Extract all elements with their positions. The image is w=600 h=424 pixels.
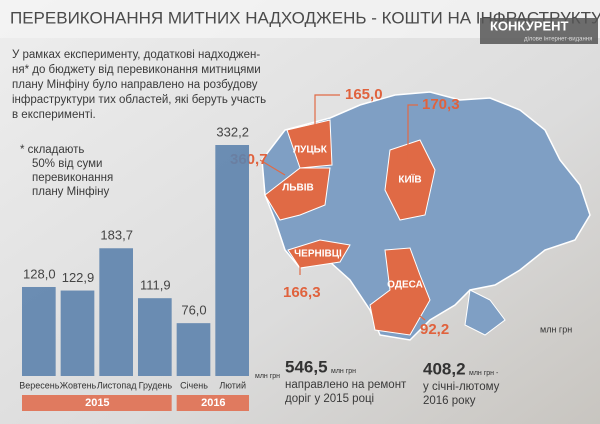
intro-line: У рамках експерименту, додаткові надходж…: [12, 49, 260, 61]
year-label: 2016: [201, 397, 225, 409]
bar: [215, 145, 249, 376]
value-label: 76,0: [181, 303, 206, 318]
intro: У рамках експерименту, додаткові надходж…: [12, 49, 266, 121]
total-unit: млн грн -: [469, 370, 499, 377]
brand: КОНКУРЕНТ: [490, 18, 569, 33]
total-text: доріг у 2015 році: [285, 393, 374, 405]
title: ПЕРЕВИКОНАННЯ МИТНИХ НАДХОДЖЕНЬ - КОШТИ …: [10, 8, 600, 27]
value-label: 111,9: [140, 278, 171, 293]
footnote-line: 50% від суми: [32, 158, 102, 170]
value-label: 122,9: [62, 270, 95, 285]
total-text: 2016 року: [423, 395, 476, 407]
region-lviv: [264, 167, 331, 221]
x-tick-label: Лютий: [219, 380, 246, 390]
year-strip: [22, 395, 172, 411]
x-tick-label: Листопад: [97, 380, 137, 390]
total-value: 408,2: [423, 359, 466, 378]
region-volyn: [286, 119, 333, 169]
crimea: [464, 289, 506, 336]
bar: [99, 248, 133, 376]
region-name: ЛУЦЬК: [293, 145, 328, 156]
total-text: направлено на ремонт: [285, 379, 407, 391]
region-name: ОДЕСА: [387, 280, 423, 291]
x-tick-label: Жовтень: [60, 380, 97, 390]
map-unit: млн грн: [540, 324, 572, 334]
footnote-line: плану Мінфіну: [32, 186, 109, 198]
bar: [176, 323, 211, 376]
bar: [22, 286, 56, 376]
footnote-line: * складають: [20, 144, 84, 156]
intro-line: ня* до бюджету від перевиконання митниця…: [12, 64, 261, 76]
unit-label: млн грн: [255, 373, 280, 380]
region-value: 92,2: [420, 321, 449, 338]
region-value: 165,0: [345, 86, 383, 103]
intro-line: інфраструктури тих областей, які беруть …: [12, 94, 266, 106]
year-label: 2015: [85, 397, 109, 409]
total-value: 546,5: [285, 357, 328, 376]
region-name: ЛЬВІВ: [282, 183, 313, 194]
intro-line: в експерименті.: [12, 109, 96, 121]
x-tick-label: Січень: [180, 380, 208, 390]
x-tick-label: Вересень: [19, 380, 59, 390]
value-label: 183,7: [100, 228, 133, 243]
region-value: 166,3: [283, 284, 321, 301]
brand-box: [480, 18, 598, 44]
region-odesa: [369, 247, 431, 336]
value-label: 128,0: [23, 266, 56, 281]
intro-line: плану Мінфіну було направлено на розбудо…: [12, 79, 258, 91]
region-name: КИЇВ: [398, 173, 421, 186]
bar: [60, 290, 95, 376]
region-chernivtsi: [287, 239, 351, 269]
footnote-line: перевиконання: [32, 172, 113, 184]
brand-sub: ділове інтернет-видання: [524, 37, 592, 43]
year-strip: [176, 395, 249, 411]
total-text: у січні-лютому: [423, 381, 500, 393]
region-kyiv: [384, 139, 436, 221]
region-name: ЧЕРНІВЦІ: [294, 249, 342, 260]
footnote: * складають 50% від суми перевиконання план…: [20, 144, 113, 198]
leader-lines: [259, 94, 426, 321]
region-value: 170,3: [422, 96, 460, 113]
x-tick-label: Грудень: [139, 380, 173, 390]
bar: [138, 298, 172, 376]
total-unit: млн грн: [331, 368, 356, 375]
value-label: 332,2: [216, 124, 249, 139]
